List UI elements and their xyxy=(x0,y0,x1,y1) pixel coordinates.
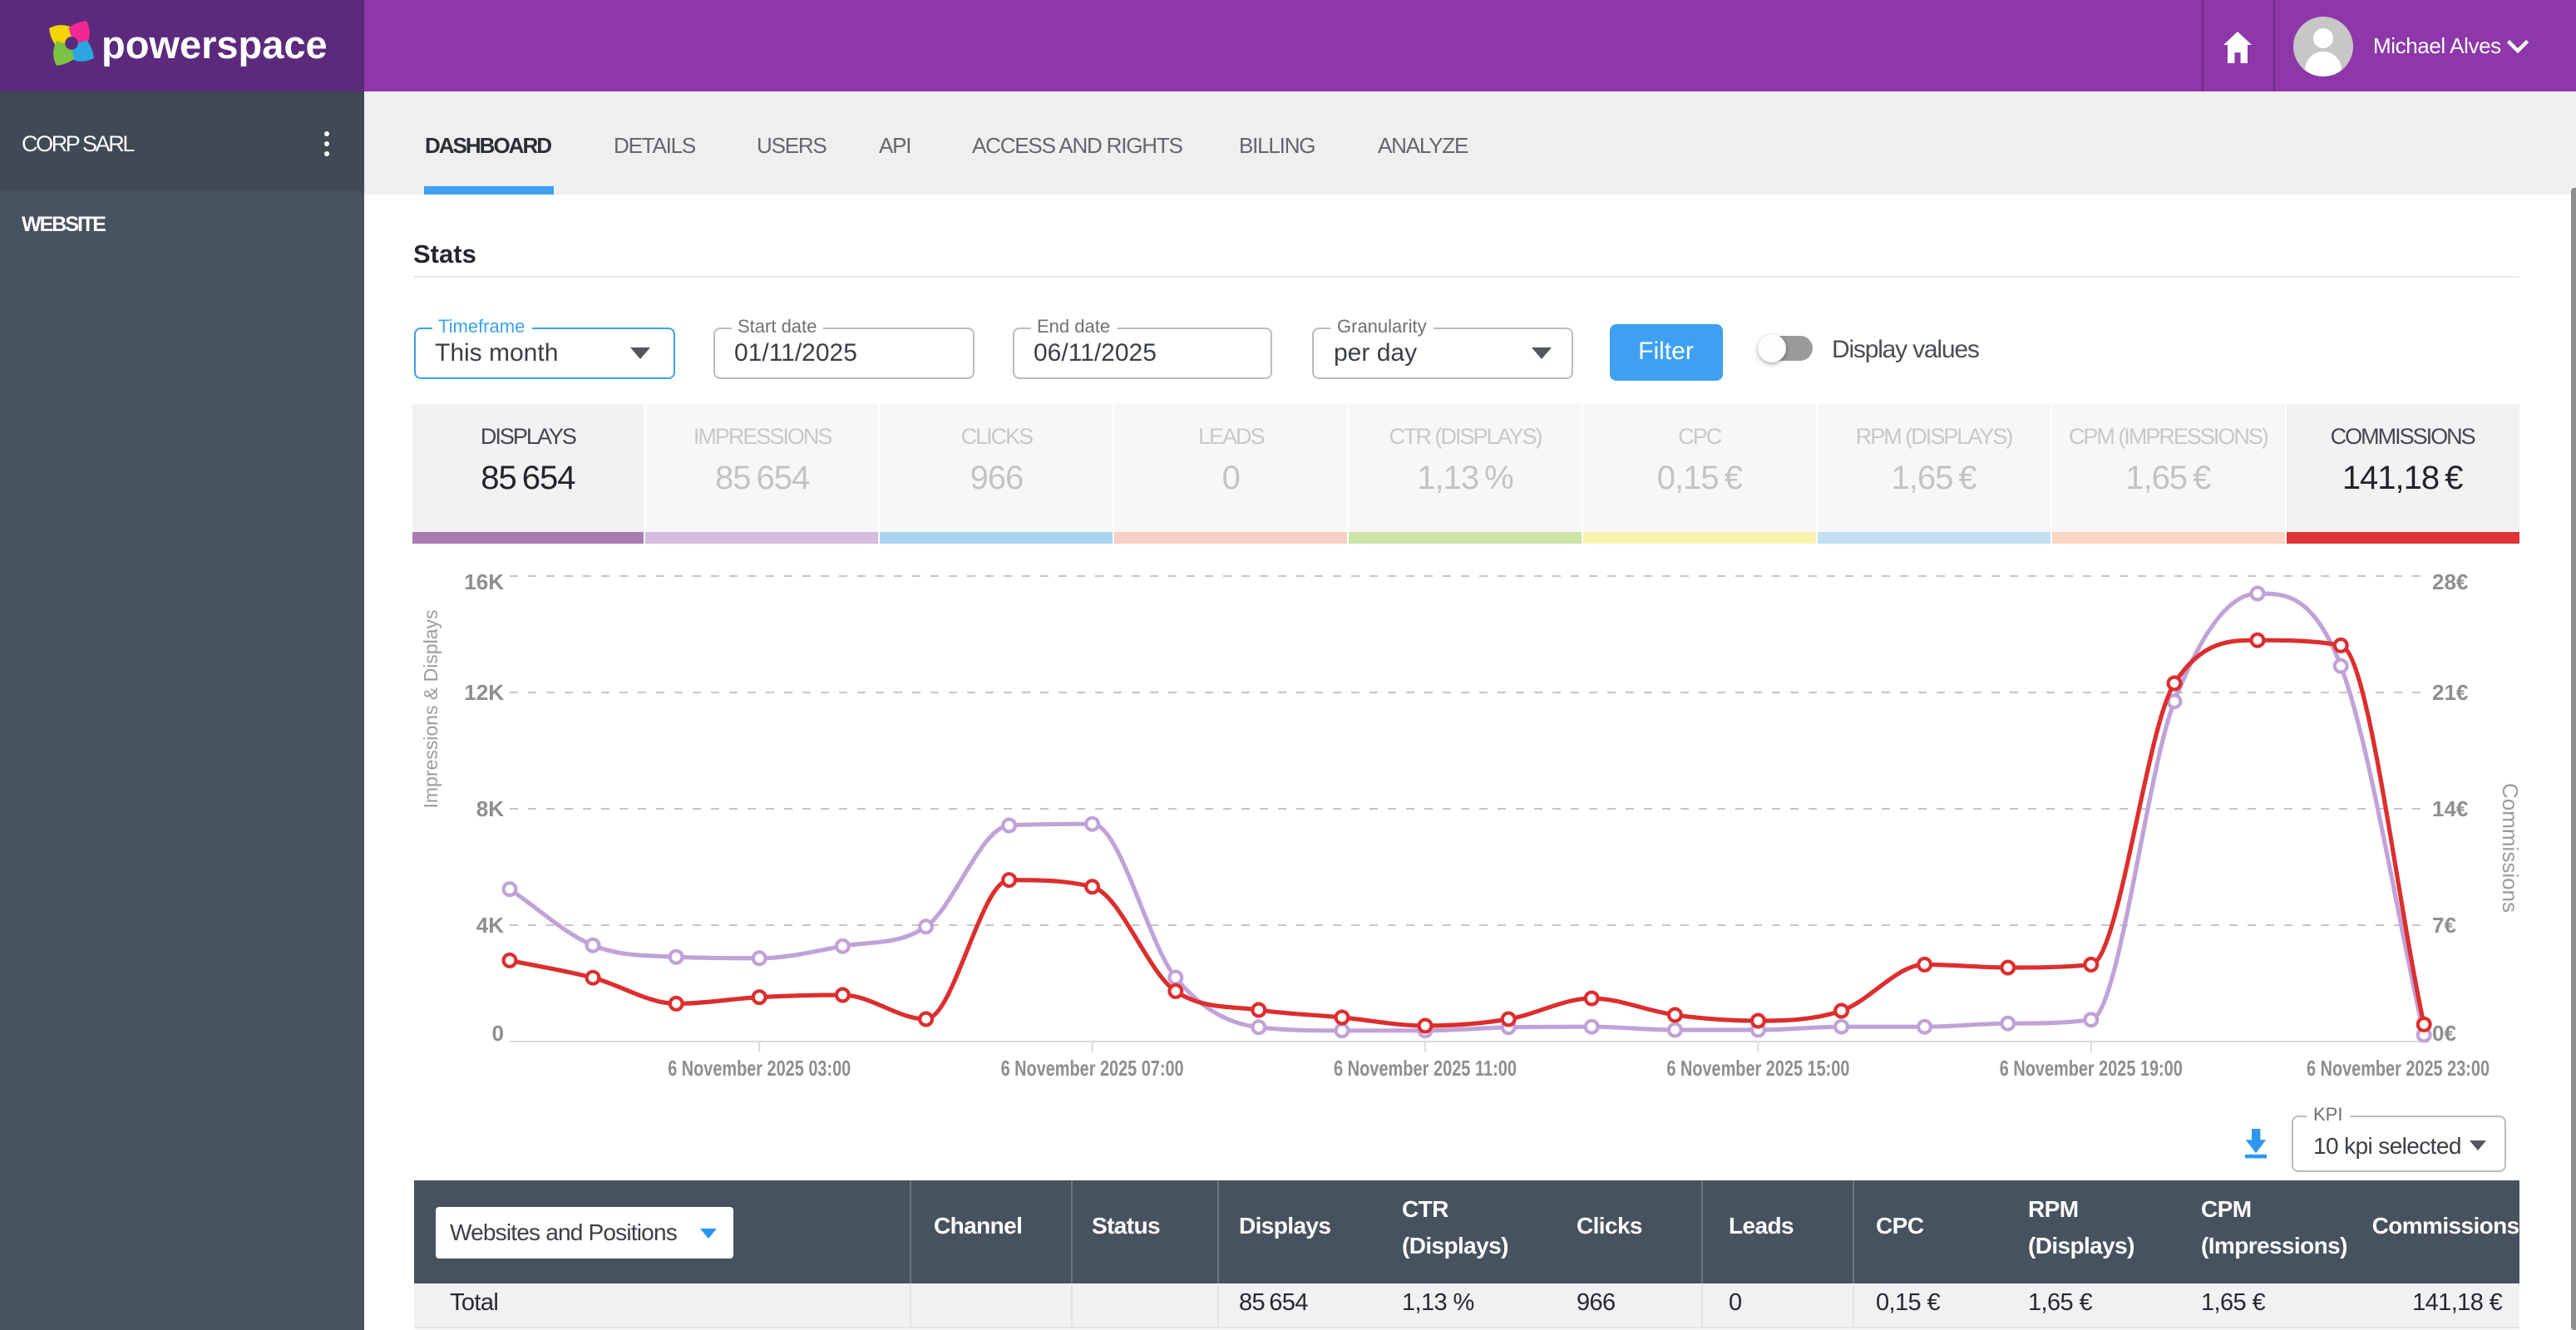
svg-text:21€: 21€ xyxy=(2431,680,2467,705)
svg-text:16K: 16K xyxy=(463,569,503,594)
svg-text:6 November 2025 07:00: 6 November 2025 07:00 xyxy=(1000,1056,1183,1081)
svg-text:6 November 2025 11:00: 6 November 2025 11:00 xyxy=(1333,1056,1516,1081)
svg-text:0€: 0€ xyxy=(2431,1021,2455,1046)
svg-text:6 November 2025 23:00: 6 November 2025 23:00 xyxy=(2306,1056,2489,1081)
svg-text:12K: 12K xyxy=(463,680,503,705)
svg-text:6 November 2025 19:00: 6 November 2025 19:00 xyxy=(1999,1056,2182,1081)
svg-text:Impressions & Displays: Impressions & Displays xyxy=(419,609,441,808)
svg-text:0: 0 xyxy=(491,1021,503,1046)
svg-text:Commissions: Commissions xyxy=(2497,783,2519,913)
svg-text:4K: 4K xyxy=(476,913,503,938)
svg-text:28€: 28€ xyxy=(2431,569,2467,594)
svg-text:8K: 8K xyxy=(476,796,503,821)
svg-text:6 November 2025 15:00: 6 November 2025 15:00 xyxy=(1666,1056,1848,1081)
svg-text:7€: 7€ xyxy=(2431,913,2455,938)
svg-text:14€: 14€ xyxy=(2431,796,2467,821)
svg-text:6 November 2025 03:00: 6 November 2025 03:00 xyxy=(667,1056,850,1081)
